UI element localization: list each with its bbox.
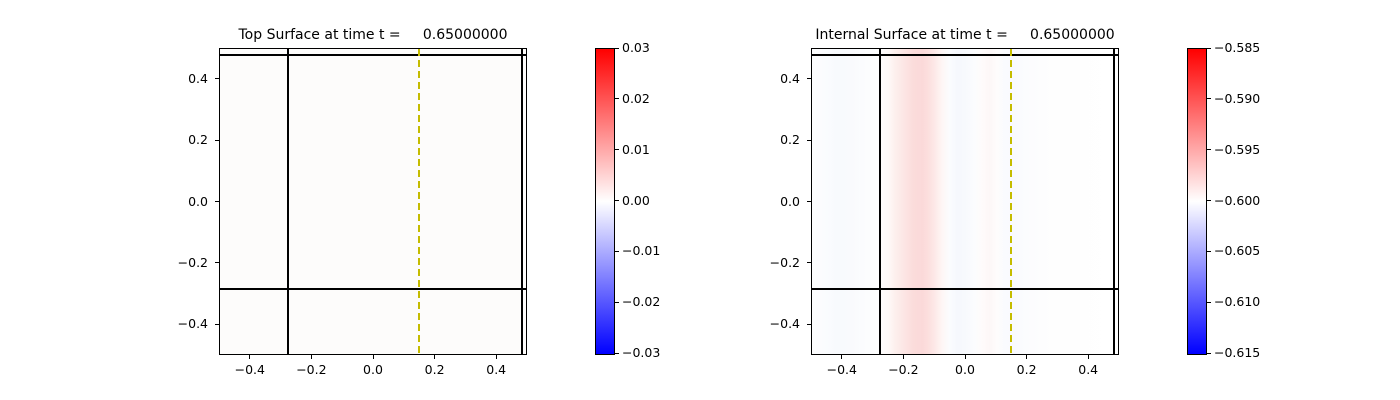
heatmap-axes-internal-surface <box>811 48 1119 355</box>
y-tick <box>807 201 811 202</box>
x-tick-label: −0.4 <box>234 362 265 377</box>
colorbar-tick-label: −0.610 <box>1214 294 1261 310</box>
x-tick-label: 0.4 <box>1078 362 1099 377</box>
colorbar-tick <box>1207 301 1211 303</box>
colorbar-tick-label: −0.02 <box>622 294 661 310</box>
y-tick <box>807 262 811 264</box>
x-tick-label: 0.4 <box>486 362 507 377</box>
colorbar-tick-label: −0.590 <box>1214 90 1261 106</box>
x-tick-label: 0.0 <box>363 362 383 377</box>
y-tick <box>215 139 219 141</box>
heatmap-axes-top-surface <box>219 48 527 355</box>
y-tick <box>807 323 811 325</box>
x-tick-label: −0.2 <box>296 362 327 377</box>
x-tick <box>902 355 904 359</box>
colorbar-tick-label: −0.595 <box>1214 141 1261 157</box>
y-tick <box>215 323 219 325</box>
dashed-marker-vline <box>1009 49 1012 354</box>
boundary-hline <box>812 54 1118 57</box>
colorbar-tick-label: −0.615 <box>1214 345 1261 360</box>
colorbar-top-surface <box>595 48 615 355</box>
y-tick <box>215 78 219 80</box>
x-tick <box>372 355 374 359</box>
y-tick <box>215 262 219 264</box>
colorbar-tick <box>1207 250 1211 252</box>
y-tick-label: 0.4 <box>780 70 800 86</box>
plot-title-top-surface: Top Surface at time t = 0.65000000 <box>238 27 508 43</box>
y-tick-label: −0.4 <box>769 316 800 332</box>
colorbar-tick <box>1207 200 1211 201</box>
boundary-hline <box>220 287 526 290</box>
x-tick <box>495 355 497 359</box>
colorbar-tick-label: −0.01 <box>622 243 661 259</box>
colorbar-tick-label: −0.03 <box>622 345 661 360</box>
colorbar-tick-label: 0.00 <box>622 192 650 208</box>
colorbar-tick <box>1207 352 1211 354</box>
colorbar-tick <box>615 98 619 100</box>
x-tick-label: 0.2 <box>1016 362 1037 377</box>
x-tick <box>249 355 251 359</box>
colorbar-internal-surface <box>1187 48 1207 355</box>
dashed-marker-vline <box>417 49 420 354</box>
colorbar-tick <box>615 250 619 252</box>
colorbar-tick <box>1207 98 1211 100</box>
boundary-vline <box>1112 49 1115 354</box>
colorbar-tick <box>1207 149 1211 151</box>
plot-title-internal-surface: Internal Surface at time t = 0.65000000 <box>815 27 1115 43</box>
x-tick-label: −0.2 <box>888 362 919 377</box>
boundary-vline <box>520 49 523 354</box>
x-tick <box>1087 355 1089 359</box>
colorbar-tick-label: −0.605 <box>1214 243 1261 259</box>
colorbar-tick-label: 0.03 <box>622 40 650 55</box>
colorbar-tick <box>615 200 619 201</box>
x-tick <box>1026 355 1028 359</box>
colorbar-tick <box>1207 47 1211 49</box>
x-tick-label: 0.0 <box>955 362 975 377</box>
y-tick <box>807 139 811 141</box>
x-tick <box>434 355 436 359</box>
boundary-vline <box>286 49 289 354</box>
x-tick <box>964 355 966 359</box>
x-tick-label: −0.4 <box>826 362 857 377</box>
colorbar-tick <box>615 352 619 354</box>
y-tick-label: 0.2 <box>188 132 208 148</box>
y-tick-label: 0.2 <box>780 132 800 148</box>
colorbar-tick <box>615 47 619 49</box>
colorbar-tick <box>615 149 619 151</box>
y-tick <box>215 201 219 202</box>
colorbar-tick-label: −0.600 <box>1214 192 1261 208</box>
boundary-hline <box>812 287 1118 290</box>
x-tick-label: 0.2 <box>424 362 445 377</box>
colorbar-tick-label: −0.585 <box>1214 40 1261 55</box>
x-tick <box>310 355 312 359</box>
colorbar-tick <box>615 301 619 303</box>
y-tick-label: 0.4 <box>188 70 208 86</box>
y-tick-label: 0.0 <box>188 193 208 209</box>
colorbar-tick-label: 0.01 <box>622 141 650 157</box>
colorbar-tick-label: 0.02 <box>622 90 650 106</box>
y-tick-label: −0.2 <box>177 254 208 270</box>
boundary-hline <box>220 54 526 57</box>
y-tick-label: −0.4 <box>177 316 208 332</box>
x-tick <box>841 355 843 359</box>
y-tick-label: −0.2 <box>769 254 800 270</box>
y-tick-label: 0.0 <box>780 193 800 209</box>
boundary-vline <box>878 49 881 354</box>
y-tick <box>807 78 811 80</box>
